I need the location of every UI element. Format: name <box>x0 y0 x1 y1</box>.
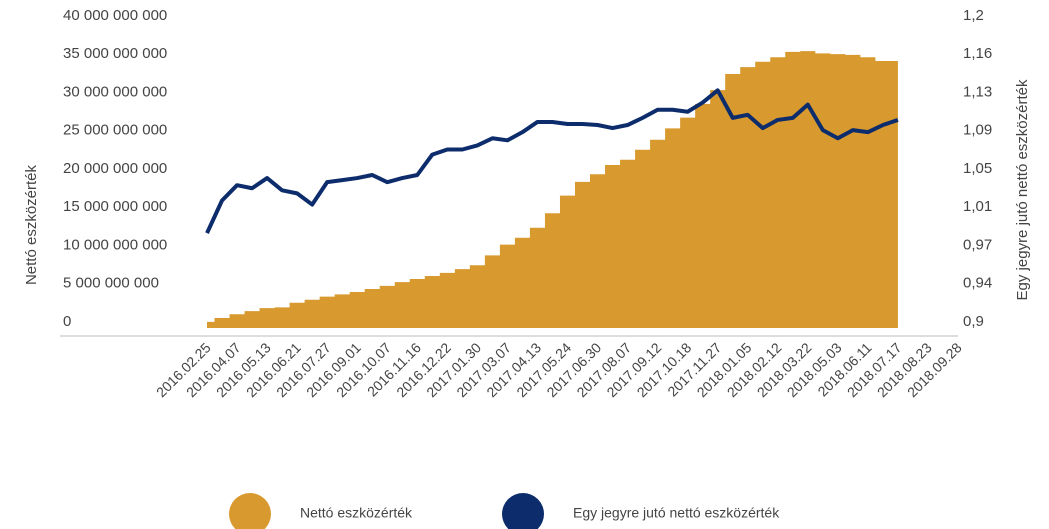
y2-tick-label: 0,9 <box>963 313 984 330</box>
y-tick-label: 15 000 000 000 <box>63 198 167 215</box>
y2-tick-label: 1,05 <box>963 160 992 177</box>
y-tick-label: 20 000 000 000 <box>63 160 167 177</box>
y2-tick-label: 0,97 <box>963 236 992 253</box>
y-tick-label: 0 <box>63 313 71 330</box>
y2-tick-label: 0,94 <box>963 275 992 292</box>
y-tick-label: 10 000 000 000 <box>63 236 167 253</box>
legend-label: Egy jegyre jutó nettó eszközérték <box>573 505 780 521</box>
y2-tick-label: 1,09 <box>963 122 992 139</box>
legend-swatch <box>229 493 271 529</box>
area <box>207 51 898 328</box>
y-axis-title: Nettó eszközérték <box>23 164 40 285</box>
y-tick-label: 25 000 000 000 <box>63 122 167 139</box>
y-tick-label: 35 000 000 000 <box>63 45 167 62</box>
y2-axis-title: Egy jegyre jutó nettó eszközérték <box>1014 79 1031 300</box>
legend-swatch <box>502 493 544 529</box>
y-tick-label: 5 000 000 000 <box>63 275 159 292</box>
y2-tick-label: 1,2 <box>963 7 984 24</box>
y2-tick-label: 1,13 <box>963 83 992 100</box>
y2-tick-label: 1,16 <box>963 45 992 62</box>
y-tick-label: 40 000 000 000 <box>63 7 167 24</box>
line <box>205 88 899 234</box>
y2-tick-label: 1,01 <box>963 198 992 215</box>
y-tick-label: 30 000 000 000 <box>63 83 167 100</box>
legend-label: Nettó eszközérték <box>300 505 413 521</box>
